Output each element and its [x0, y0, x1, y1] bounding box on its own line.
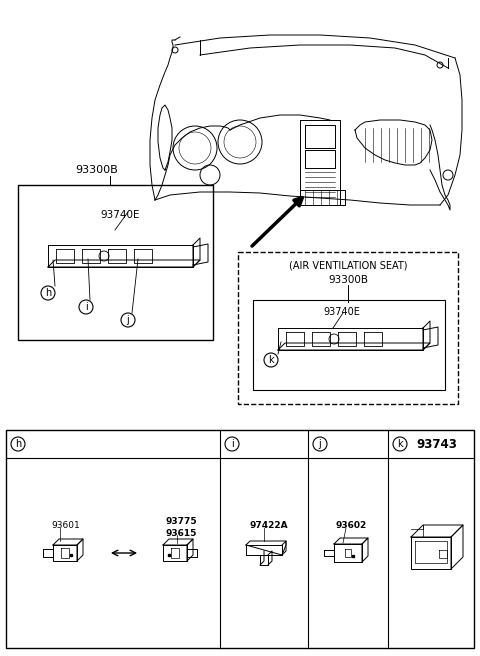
Text: (AIR VENTILATION SEAT): (AIR VENTILATION SEAT)	[289, 261, 407, 271]
Text: k: k	[268, 355, 274, 365]
Text: 93775: 93775	[165, 516, 197, 525]
Text: 93740E: 93740E	[323, 307, 360, 317]
Text: 93743: 93743	[416, 438, 457, 451]
Bar	[18, 185, 213, 340]
Text: 97422A: 97422A	[249, 520, 288, 529]
Text: i: i	[84, 302, 87, 312]
Text: 93602: 93602	[336, 520, 367, 529]
Text: j: j	[127, 315, 130, 325]
Text: 93300B: 93300B	[75, 165, 118, 175]
Text: h: h	[15, 439, 21, 449]
Text: k: k	[397, 439, 403, 449]
Text: 93615: 93615	[165, 529, 196, 537]
Text: h: h	[45, 288, 51, 298]
Bar	[238, 252, 458, 404]
Text: 93601: 93601	[51, 520, 80, 529]
Text: j: j	[319, 439, 322, 449]
Bar	[253, 300, 445, 390]
Text: 93300B: 93300B	[328, 275, 368, 285]
Text: 93740E: 93740E	[100, 210, 140, 220]
Text: i: i	[230, 439, 233, 449]
Bar	[6, 430, 474, 648]
